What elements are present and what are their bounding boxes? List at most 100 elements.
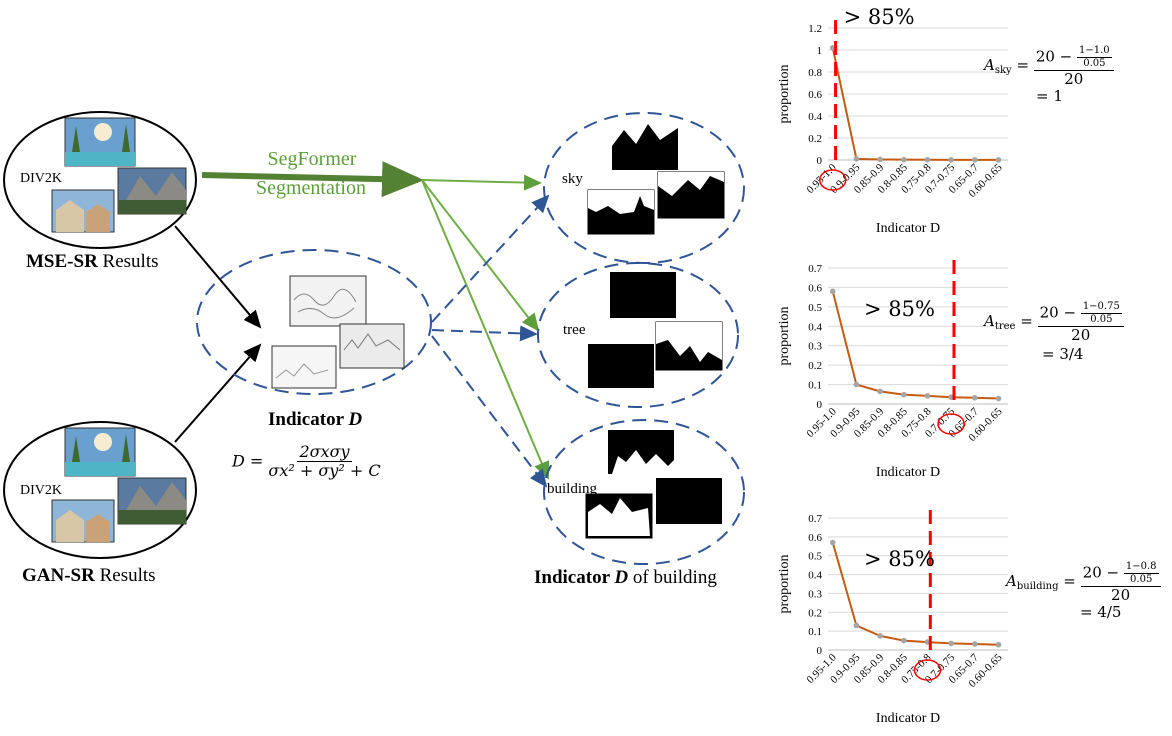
y-tick-label: 0.3 [808, 588, 822, 600]
data-point [853, 156, 860, 162]
class-label-sky: sky [562, 171, 583, 187]
building-caption-bold: Indicator [534, 567, 615, 588]
blue-arrow-tree [431, 325, 538, 342]
segformer-arrow [201, 161, 424, 198]
edge-map-2 [339, 323, 405, 369]
segformer-label-line2: Segmentation [256, 177, 366, 199]
y-tick-label: 0.2 [808, 133, 822, 145]
y-tick-label: 0 [817, 645, 823, 657]
building-caption-rest: of building [628, 567, 717, 588]
data-point [829, 288, 836, 295]
y-axis-label: proportion [777, 306, 792, 365]
x-axis-label: Indicator D [876, 465, 940, 480]
y-tick-label: 0.1 [808, 626, 822, 638]
mse-sr-rest: Results [97, 251, 159, 272]
score-building-inner-frac: 1−0.8 0.05 [1123, 561, 1159, 585]
x-axis-label: Indicator D [876, 221, 940, 236]
data-point [853, 622, 860, 629]
y-tick-label: 0.1 [808, 380, 822, 392]
score-tree-inner-frac: 1−0.75 0.05 [1080, 302, 1122, 325]
y-tick-label: 0.8 [808, 67, 822, 79]
score-sky: Asky = 20 − 1−1.0 0.05 20 = 1 [984, 46, 1114, 104]
score-sky-inner-num: 1−1.0 [1077, 45, 1112, 58]
data-point [877, 156, 883, 163]
arrow-gan-to-indicator [174, 343, 262, 443]
threshold-circle [913, 659, 942, 681]
formula-numerator: 2σxσy [297, 442, 352, 462]
data-point [877, 388, 883, 395]
data-point [924, 393, 931, 399]
data-point [948, 157, 954, 163]
score-tree-symbol: A [984, 311, 995, 330]
gan-thumbnail-resort [64, 427, 136, 477]
score-building-num-text: 20 − [1082, 563, 1124, 582]
tree-mask-group [537, 262, 739, 408]
y-tick-label: 0.2 [808, 607, 822, 619]
edge-map-3 [271, 345, 337, 389]
y-tick-label: 1.2 [808, 23, 822, 35]
score-sky-fraction: 20 − 1−1.0 0.05 20 [1033, 46, 1114, 88]
class-label-building: building [547, 481, 598, 497]
threshold-annotation: > 85% [864, 547, 935, 571]
formula-denominator: σx² + σy² + C [268, 461, 381, 480]
y-tick-label: 0.3 [808, 341, 822, 353]
x-axis-label: Indicator D [876, 711, 940, 726]
score-sky-num-text: 20 − [1035, 47, 1078, 66]
mse-thumbnail-resort [64, 117, 136, 167]
mse-dataset-label: DIV2K [20, 171, 62, 186]
score-sky-numerator: 20 − 1−1.0 0.05 [1033, 46, 1114, 71]
data-point [900, 391, 907, 398]
score-sky-sub: sky [994, 64, 1012, 76]
y-tick-label: 0.5 [808, 302, 822, 314]
data-point [972, 394, 978, 401]
building-caption-italic: D [614, 567, 629, 588]
y-tick-label: 0.7 [808, 513, 822, 525]
score-tree-sub: tree [994, 320, 1016, 332]
score-building-symbol: A [1006, 571, 1017, 590]
data-point [924, 156, 931, 163]
score-building-inner-num: 1−0.8 [1123, 561, 1159, 574]
threshold-circle [818, 169, 847, 191]
score-sky-inner-den: 0.05 [1083, 58, 1106, 69]
score-sky-inner-frac: 1−1.0 0.05 [1077, 46, 1112, 69]
threshold-annotation: > 85% [844, 5, 915, 29]
y-tick-label: 0.4 [808, 111, 822, 123]
building-indicator-caption: Indicator D of building [534, 568, 717, 587]
segformer-label-line1: SegFormer [267, 148, 357, 170]
data-point [995, 157, 1002, 163]
y-tick-label: 0.6 [808, 89, 822, 101]
y-tick-label: 0 [817, 155, 823, 167]
score-building-numerator: 20 − 1−0.8 0.05 [1080, 561, 1161, 587]
y-tick-label: 0.2 [808, 360, 822, 372]
data-point [877, 633, 883, 639]
green-arrow-tree [421, 179, 540, 332]
data-point [853, 381, 860, 388]
class-label-tree: tree [563, 322, 586, 338]
threshold-annotation: > 85% [864, 297, 935, 321]
gan-sr-rest: Results [94, 565, 156, 586]
y-axis-label: proportion [777, 64, 792, 123]
y-tick-label: 0.7 [808, 263, 822, 275]
score-building-sub: building [1016, 580, 1059, 592]
chart-tree: 00.10.20.30.40.50.60.7proportion0.95-1.0… [777, 260, 1008, 480]
y-tick-label: 0.4 [808, 321, 822, 333]
score-sky-symbol: A [984, 55, 995, 74]
green-arrow-building [421, 179, 550, 480]
y-tick-label: 0.5 [808, 551, 822, 563]
score-tree-fraction: 20 − 1−0.75 0.05 20 [1037, 302, 1124, 344]
score-building-result: = 4/5 [1080, 603, 1122, 621]
indicator-map-group [196, 249, 432, 395]
score-tree-denominator: 20 [1071, 326, 1091, 344]
mse-thumbnail-mountain [117, 167, 187, 215]
gan-dataset-label: DIV2K [20, 483, 62, 498]
gan-sr-bold: GAN-SR [22, 565, 95, 586]
score-sky-denominator: 20 [1064, 70, 1084, 88]
score-building-inner-den: 0.05 [1130, 574, 1153, 585]
indicator-title-text: Indicator [268, 409, 349, 430]
gan-sr-source [3, 421, 197, 559]
charts-layer: 00.20.40.60.811.2proportion0.95-1.00.9-0… [777, 5, 1008, 726]
data-point [972, 641, 978, 647]
green-arrow-sky [421, 174, 542, 191]
gan-thumbnail-mountain [117, 477, 187, 525]
